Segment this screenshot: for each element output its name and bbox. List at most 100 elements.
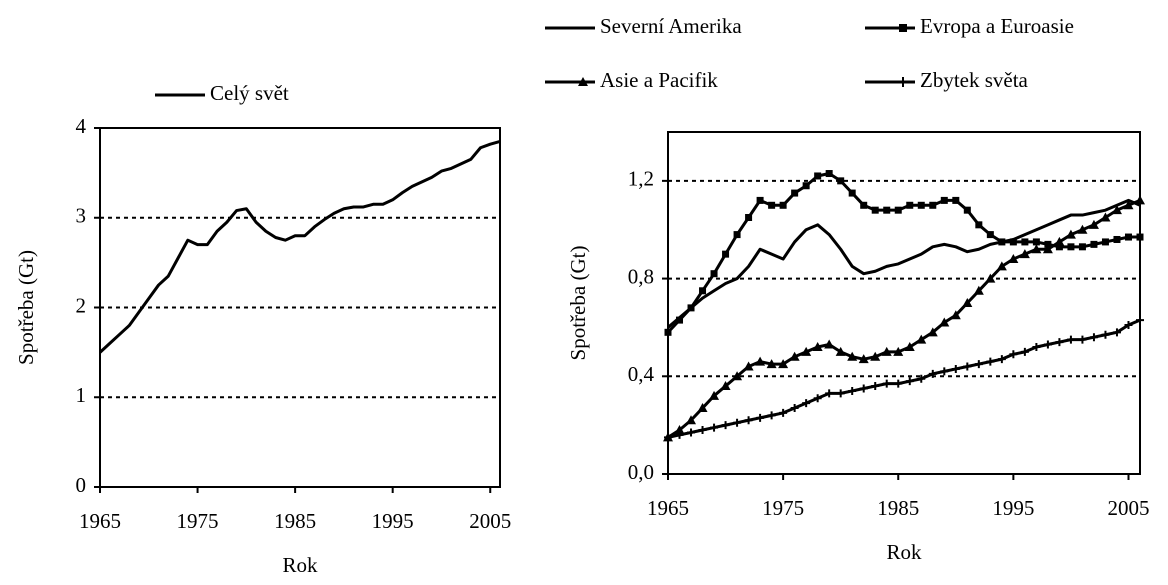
marker xyxy=(674,425,685,435)
y-tick-label: 2 xyxy=(76,293,87,317)
marker xyxy=(768,201,776,209)
marker xyxy=(1136,316,1144,325)
marker xyxy=(721,421,730,430)
marker xyxy=(1031,244,1042,254)
marker xyxy=(745,214,753,221)
marker xyxy=(733,231,741,239)
marker xyxy=(1101,330,1110,339)
marker xyxy=(963,362,972,371)
marker xyxy=(779,408,788,417)
marker xyxy=(883,206,891,214)
marker xyxy=(939,317,950,327)
marker xyxy=(1020,347,1029,356)
marker xyxy=(756,413,765,422)
marker xyxy=(756,196,764,204)
marker xyxy=(766,359,777,369)
marker xyxy=(881,346,892,356)
legend-label: Celý svět xyxy=(210,81,289,105)
legend-marker xyxy=(898,77,908,87)
marker xyxy=(836,389,845,398)
marker xyxy=(952,196,960,204)
marker xyxy=(779,201,787,209)
marker xyxy=(1135,195,1145,205)
x-tick-label: 2005 xyxy=(469,509,511,533)
marker xyxy=(928,369,937,378)
marker xyxy=(814,172,822,180)
marker xyxy=(699,287,707,295)
marker xyxy=(837,177,845,185)
marker xyxy=(1008,254,1019,264)
marker xyxy=(893,346,904,356)
legend-label: Evropa a Euroasie xyxy=(920,14,1074,38)
marker xyxy=(813,394,822,403)
marker xyxy=(870,351,881,361)
marker xyxy=(733,418,742,427)
marker xyxy=(1055,338,1064,347)
marker xyxy=(1078,335,1087,344)
marker xyxy=(929,201,937,209)
x-tick-label: 2005 xyxy=(1107,496,1149,520)
marker xyxy=(847,351,858,361)
x-axis-label: Rok xyxy=(282,553,318,577)
marker xyxy=(962,298,973,307)
marker xyxy=(858,354,869,364)
marker xyxy=(986,231,994,239)
marker xyxy=(1009,238,1017,246)
marker xyxy=(664,433,672,442)
marker xyxy=(1078,243,1086,251)
y-tick-label: 0,4 xyxy=(628,362,655,386)
marker xyxy=(1055,243,1063,251)
marker xyxy=(917,201,925,209)
marker xyxy=(675,430,684,439)
x-tick-label: 1975 xyxy=(762,496,804,520)
y-axis-label: Spotřeba (Gt) xyxy=(14,250,38,365)
marker xyxy=(709,390,720,400)
marker xyxy=(906,201,914,209)
marker xyxy=(950,310,961,320)
marker xyxy=(1100,212,1111,222)
marker xyxy=(1066,335,1075,344)
x-tick-label: 1995 xyxy=(992,496,1034,520)
marker xyxy=(1111,205,1122,215)
marker xyxy=(848,386,857,395)
marker xyxy=(1088,219,1099,229)
y-tick-label: 4 xyxy=(76,114,87,138)
marker xyxy=(687,428,696,437)
marker xyxy=(871,206,879,214)
marker xyxy=(951,364,960,373)
marker xyxy=(791,189,799,197)
marker xyxy=(1136,233,1144,241)
plot-frame xyxy=(667,131,1141,475)
marker xyxy=(882,379,891,388)
y-tick-label: 0,0 xyxy=(628,460,654,484)
y-tick-label: 1 xyxy=(76,383,87,407)
marker xyxy=(1123,200,1134,210)
legend-label: Severní Amerika xyxy=(600,14,742,38)
y-tick-label: 0,8 xyxy=(628,264,654,288)
marker xyxy=(1101,238,1109,246)
marker xyxy=(859,384,868,393)
marker xyxy=(1124,320,1133,329)
marker xyxy=(802,399,811,408)
legend-marker xyxy=(578,77,588,86)
y-tick-label: 1,2 xyxy=(628,167,654,191)
line xyxy=(98,140,501,354)
marker xyxy=(812,341,823,351)
marker xyxy=(767,411,776,420)
marker xyxy=(1019,249,1030,259)
marker xyxy=(825,389,834,398)
marker xyxy=(722,250,730,258)
marker xyxy=(825,170,833,178)
marker xyxy=(802,182,810,190)
marker xyxy=(686,415,697,425)
x-tick-label: 1975 xyxy=(177,509,219,533)
x-tick-label: 1965 xyxy=(647,496,689,520)
marker xyxy=(940,196,948,204)
marker xyxy=(986,357,995,366)
marker xyxy=(975,221,983,229)
legend-marker xyxy=(899,24,907,32)
marker xyxy=(676,316,684,324)
marker xyxy=(732,371,743,381)
marker xyxy=(860,201,868,209)
marker xyxy=(1077,224,1088,234)
